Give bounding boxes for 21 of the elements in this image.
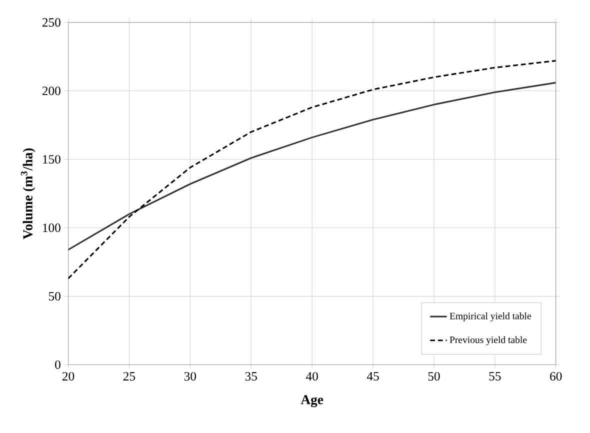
x-tick-label: 35: [245, 372, 257, 381]
legend-label: Empirical yield table: [450, 312, 531, 322]
x-tick-label: 45: [366, 372, 379, 381]
x-tick-label: 30: [184, 372, 196, 381]
x-tick-label: 25: [123, 372, 136, 381]
x-tick-label: 60: [550, 372, 562, 381]
line-series: [68, 60, 556, 280]
y-tick-label: 50: [48, 292, 60, 301]
x-tick-label: 40: [306, 372, 318, 381]
x-tick-label: 50: [428, 372, 440, 381]
line-series: [68, 82, 556, 250]
y-tick-label: 200: [42, 86, 60, 96]
y-axis-title: Volume (m$^{3}$/ha): [20, 148, 36, 240]
x-tick-label: 55: [489, 372, 501, 380]
legend-label: Previous yield table: [450, 336, 527, 346]
x-tick-label: 20: [62, 372, 74, 381]
y-tick-label: 100: [43, 224, 60, 232]
x-axis-title: Age: [300, 395, 324, 408]
y-tick-label: 250: [42, 18, 60, 27]
y-tick-label: 150: [43, 155, 60, 164]
y-tick-label: 0: [55, 360, 60, 369]
